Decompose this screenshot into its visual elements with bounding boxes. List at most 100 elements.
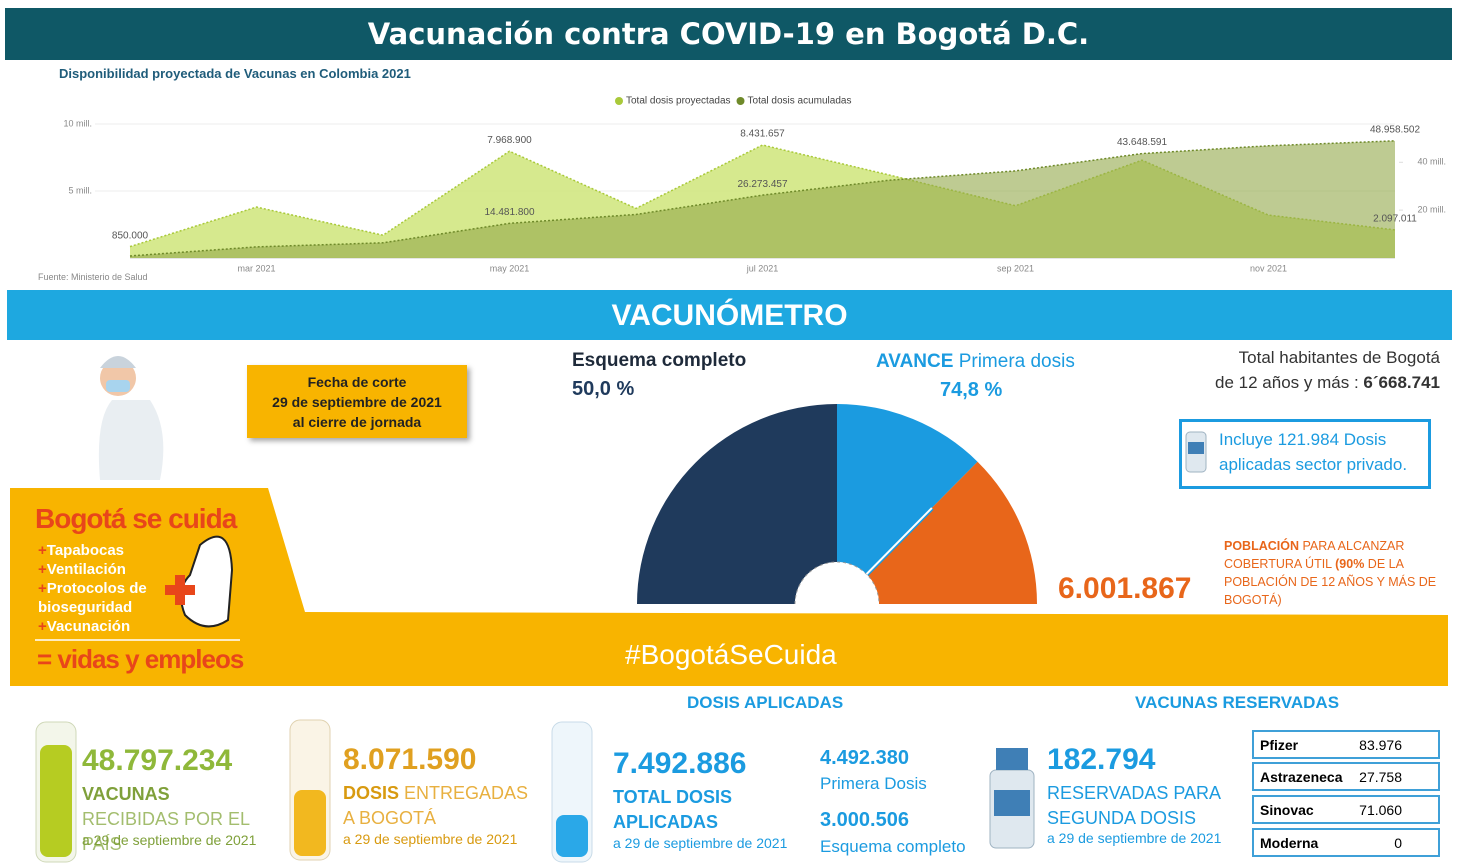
- vial-fill: [40, 745, 72, 857]
- legend-label: Total dosis acumuladas: [748, 96, 852, 107]
- vaccine-count: 27.758: [1359, 769, 1402, 785]
- vaccine-name: Moderna: [1260, 835, 1318, 851]
- campaign-item-text: Ventilación: [47, 561, 126, 578]
- target-value: 6.001.867: [1058, 574, 1191, 604]
- population-label: de 12 años y más :: [1215, 373, 1363, 392]
- campaign-item: +Vacunación: [38, 617, 163, 636]
- table-row: Moderna 0: [1252, 828, 1440, 857]
- table-row: Sinovac 71.060: [1252, 795, 1440, 824]
- stat-value: 4.492.380: [820, 748, 909, 768]
- complete-value: 50,0 %: [572, 379, 634, 399]
- data-label: 850.000: [112, 230, 149, 241]
- nurse-icon: [99, 356, 163, 480]
- chart-title: Disponibilidad proyectada de Vacunas en …: [59, 67, 411, 80]
- table-row: Astrazeneca 27.758: [1252, 762, 1440, 791]
- legend-swatch: [737, 97, 745, 105]
- data-label: 2.097.011: [1373, 214, 1417, 225]
- dashboard: 5 mill. 10 mill. 20 mill. 40 mill. mar 2021 m…: [0, 0, 1462, 865]
- nurse-mask: [106, 380, 130, 392]
- vial-fill: [294, 790, 326, 856]
- vaccine-name: Pfizer: [1260, 737, 1298, 753]
- stat-label-bold: VACUNAS: [82, 784, 170, 804]
- legend-label: Total dosis proyectadas: [626, 96, 731, 107]
- first-name: Primera dosis: [959, 351, 1075, 372]
- bottle-cap: [996, 748, 1028, 770]
- y2-tick-label: 40 mill.: [1417, 157, 1446, 167]
- hashtag: #BogotáSeCuida: [625, 641, 837, 669]
- nurse-body: [99, 400, 163, 480]
- stat-value: 7.492.886: [613, 749, 746, 779]
- vaccine-count: 71.060: [1359, 802, 1402, 818]
- stat-date: a 29 de septiembre de 2021: [613, 836, 787, 850]
- target-label-part: (90%: [1335, 557, 1364, 571]
- campaign-result: = vidas y empleos: [37, 646, 243, 672]
- first-value: 74,8 %: [940, 380, 1002, 400]
- data-label: 8.431.657: [740, 129, 785, 140]
- stat-value: 182.794: [1047, 745, 1155, 775]
- vial-delivered: [290, 720, 330, 860]
- population-line: de 12 años y más : 6´668.741: [1215, 374, 1440, 391]
- stat-date: a 29 de septiembre de 2021: [343, 832, 517, 846]
- chart-source: Fuente: Ministerio de Salud: [38, 273, 148, 282]
- private-text: Incluye 121.984 Dosis aplicadas sector p…: [1219, 427, 1424, 477]
- stat-value: 3.000.506: [820, 810, 909, 830]
- vaccine-name: Sinovac: [1260, 802, 1314, 818]
- population-value: 6´668.741: [1363, 373, 1440, 392]
- data-label: 48.958.502: [1370, 124, 1420, 135]
- banner-title: VACUNÓMETRO: [7, 301, 1452, 331]
- stat-date: a 29 de septiembre de 2021: [82, 833, 256, 847]
- campaign-item-text: Tapabocas: [47, 542, 124, 559]
- cutoff-line: Fecha de corte: [247, 372, 467, 392]
- stat-label: RESERVADAS PARA SEGUNDA DOSIS: [1047, 781, 1232, 831]
- data-label: 43.648.591: [1117, 137, 1167, 148]
- campaign-list: +Tapabocas +Ventilación +Protocolos de b…: [38, 541, 163, 636]
- target-label-part: POBLACIÓN: [1224, 539, 1299, 553]
- campaign-item: +Protocolos de bioseguridad: [38, 579, 163, 617]
- cutoff-line: 29 de septiembre de 2021: [247, 392, 467, 412]
- y-tick-label: 10 mill.: [63, 118, 92, 128]
- page-title: Vacunación contra COVID-19 en Bogotá D.C…: [5, 20, 1452, 49]
- stat-label: DOSIS ENTREGADAS A BOGOTÁ: [343, 781, 533, 831]
- target-label: POBLACIÓN PARA ALCANZAR COBERTURA ÚTIL (…: [1224, 537, 1439, 609]
- stat-value: 48.797.234: [82, 746, 232, 776]
- cutoff-line: al cierre de jornada: [247, 412, 467, 432]
- x-tick-label: jul 2021: [746, 263, 779, 273]
- stat-value: 8.071.590: [343, 745, 476, 775]
- x-tick-label: mar 2021: [237, 263, 275, 273]
- legend-swatch: [615, 97, 623, 105]
- vial-received: [36, 722, 76, 862]
- stat-label: Primera Dosis: [820, 775, 927, 792]
- first-heading: AVANCE Primera dosis: [876, 352, 1075, 371]
- complete-heading: Esquema completo: [572, 351, 746, 370]
- bottle-label: [994, 790, 1030, 816]
- first-prefix: AVANCE: [876, 351, 953, 372]
- x-tick-label: may 2021: [490, 263, 530, 273]
- vaccine-name: Astrazeneca: [1260, 769, 1343, 785]
- y-tick-label: 5 mill.: [68, 185, 92, 195]
- y2-tick-label: 20 mill.: [1417, 205, 1446, 215]
- data-label: 26.273.457: [737, 179, 787, 190]
- data-label: 14.481.800: [484, 207, 534, 218]
- stat-label-bold: DOSIS: [343, 783, 399, 803]
- gauge-chart: [637, 404, 1037, 604]
- nurse-cap: [100, 356, 136, 368]
- campaign-item: +Tapabocas: [38, 541, 163, 560]
- bottle-reserved: [990, 748, 1034, 848]
- vial-fill: [556, 815, 588, 857]
- x-tick-label: nov 2021: [1250, 263, 1287, 273]
- campaign-item-text: Protocolos de bioseguridad: [38, 580, 147, 616]
- population-line: Total habitantes de Bogotá: [1239, 349, 1440, 366]
- campaign-item-text: Vacunación: [47, 618, 130, 635]
- section-title: VACUNAS RESERVADAS: [1135, 694, 1339, 711]
- campaign-title: Bogotá se cuida: [35, 505, 236, 533]
- vial-applied: [552, 722, 592, 862]
- area-chart: 5 mill. 10 mill. 20 mill. 40 mill. mar 2021 m…: [63, 96, 1446, 274]
- data-label: 7.968.900: [487, 135, 532, 146]
- vaccine-count: 0: [1394, 835, 1402, 851]
- stat-label: TOTAL DOSIS APLICADAS: [613, 785, 763, 835]
- campaign-item: +Ventilación: [38, 560, 163, 579]
- x-tick-label: sep 2021: [997, 263, 1034, 273]
- stat-label: Esquema completo: [820, 838, 966, 855]
- cutoff-box: Fecha de corte 29 de septiembre de 2021 …: [247, 365, 467, 438]
